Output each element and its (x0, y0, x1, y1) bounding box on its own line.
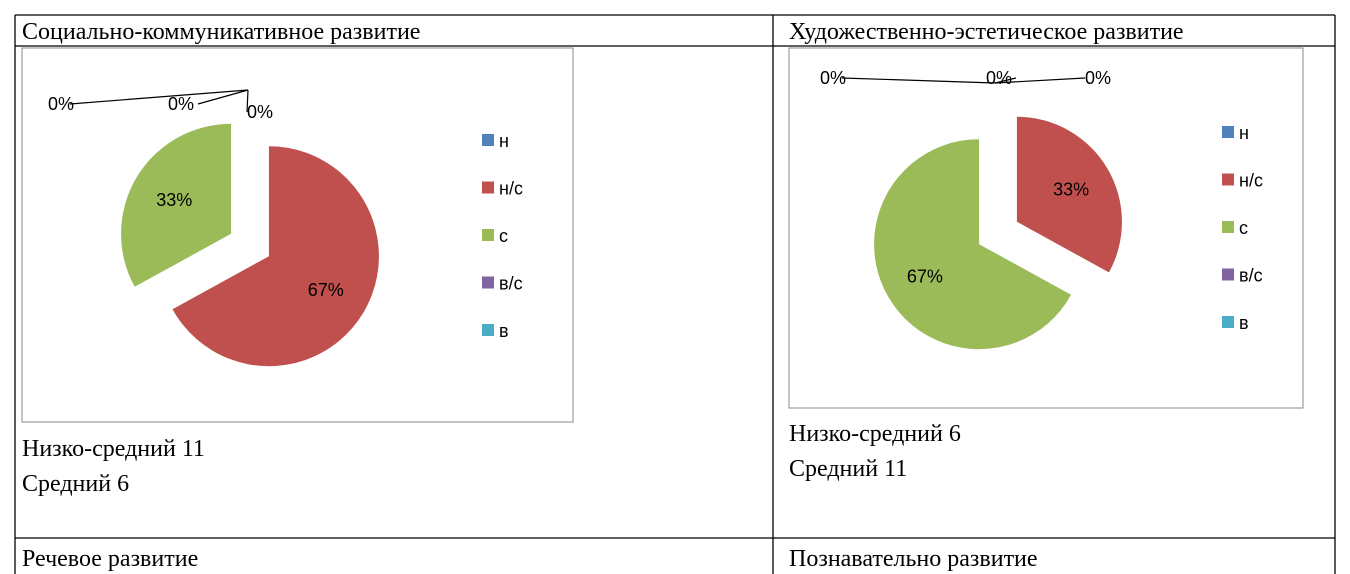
note: Низко-средний 11 (22, 436, 205, 462)
legend-swatch (1222, 268, 1234, 281)
pie-slice (1016, 116, 1122, 273)
pie-slice (121, 123, 232, 287)
legend-swatch (1222, 173, 1234, 186)
leader-line (994, 77, 1086, 84)
legend-label: в/с (499, 274, 523, 294)
leader-line (197, 89, 249, 105)
leader-line (841, 77, 996, 84)
pie-slice (874, 139, 1072, 350)
data-label: 0% (986, 68, 1012, 88)
cell-header: Социально-коммуникативное развитие (22, 19, 420, 45)
legend-label: в/с (1239, 266, 1263, 286)
legend-swatch (482, 276, 494, 289)
note: Низко-средний 6 (789, 421, 961, 447)
data-label: 33% (1053, 180, 1089, 200)
legend-label: н (1239, 123, 1249, 143)
legend-swatch (1222, 316, 1234, 328)
data-label: 0% (48, 94, 74, 114)
legend-label: с (499, 226, 508, 246)
chart-frame (21, 47, 574, 423)
legend-swatch (1222, 126, 1234, 138)
data-label: 67% (907, 266, 943, 286)
legend-label: н (499, 131, 509, 151)
legend-swatch (482, 324, 494, 336)
legend-swatch (482, 134, 494, 146)
leader-line (994, 77, 1017, 84)
data-label: 0% (820, 68, 846, 88)
legend-swatch (482, 229, 494, 241)
data-label: 0% (168, 94, 194, 114)
legend-label: с (1239, 218, 1248, 238)
cell-header: Художественно-эстетическое развитие (789, 19, 1184, 45)
legend-swatch (482, 181, 494, 194)
data-label: 33% (156, 190, 192, 210)
chart-frame (788, 47, 1304, 409)
data-label: 67% (308, 280, 344, 300)
note: Средний 11 (789, 456, 907, 482)
legend-swatch (1222, 221, 1234, 233)
leader-line (246, 89, 249, 113)
data-label: 0% (1085, 68, 1111, 88)
legend-label: в (499, 321, 509, 341)
pie-slice (172, 146, 379, 367)
cell-header: Познавательно развитие (789, 546, 1038, 572)
legend-label: н/с (1239, 171, 1263, 191)
leader-line (69, 89, 249, 105)
note: Средний 6 (22, 471, 129, 497)
legend-label: в (1239, 313, 1249, 333)
legend-label: н/с (499, 179, 523, 199)
cell-header: Речевое развитие (22, 546, 198, 572)
data-label: 0% (247, 102, 273, 122)
